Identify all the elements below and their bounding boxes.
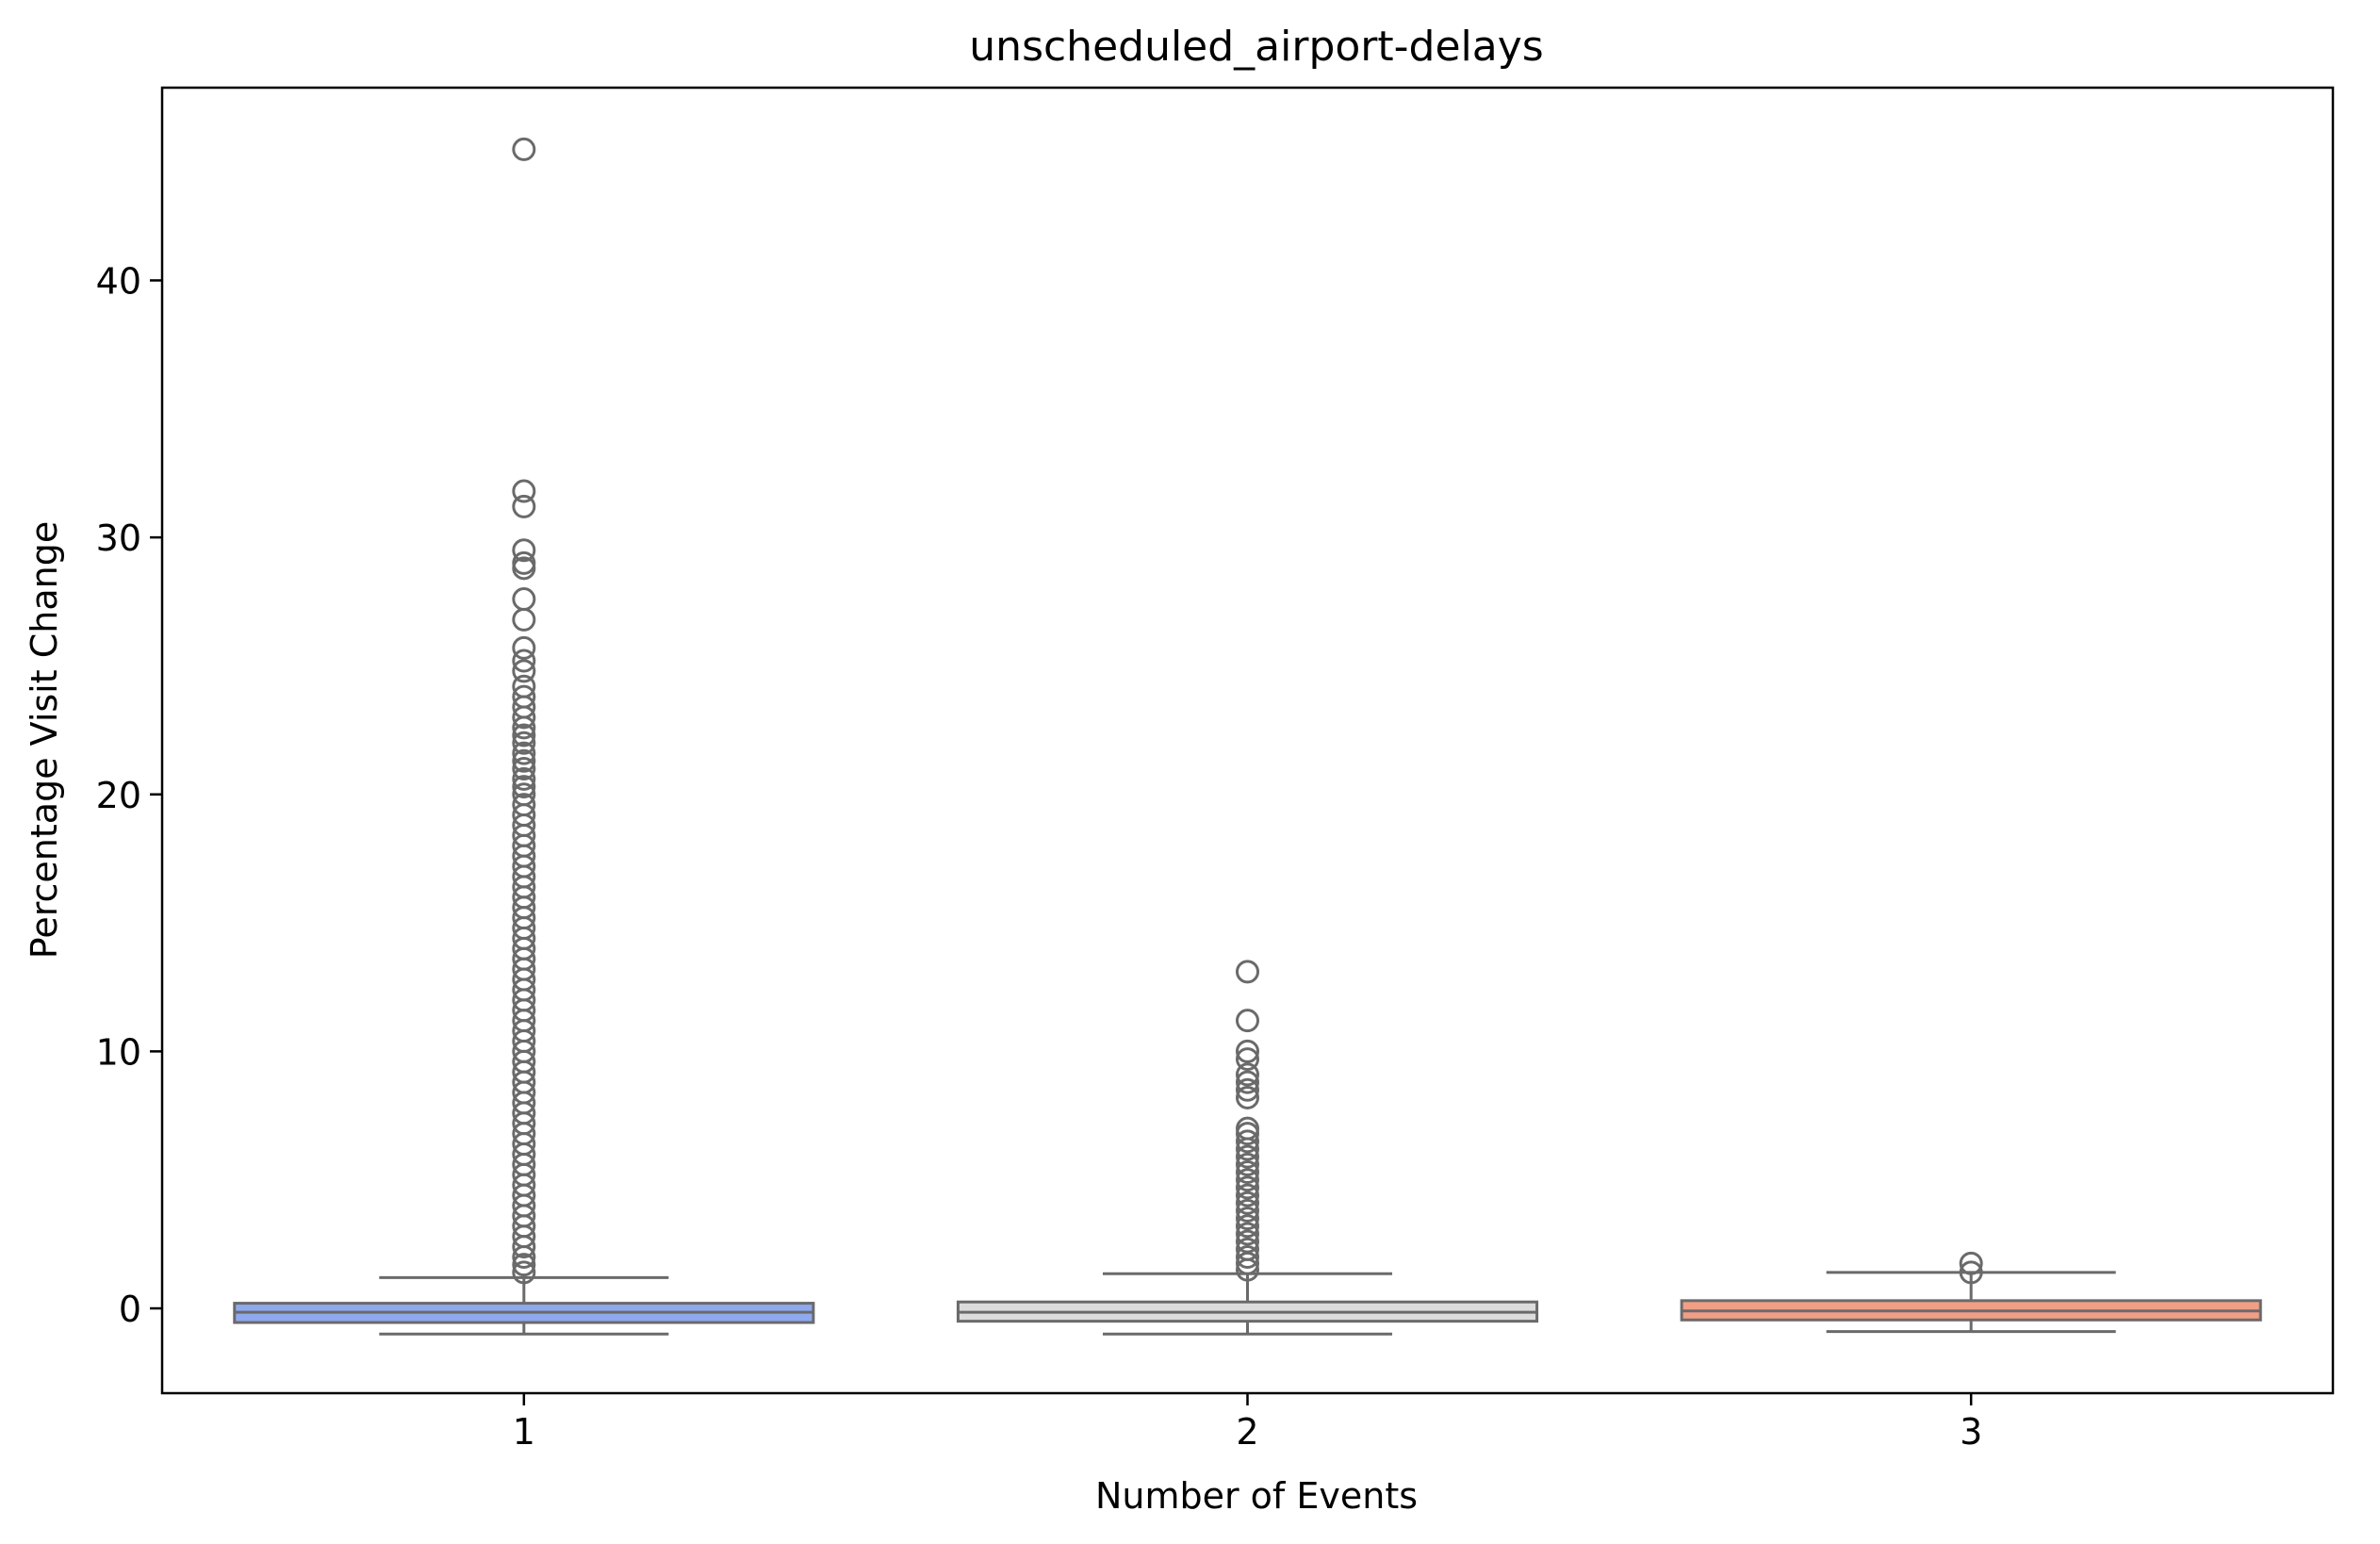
outlier-point — [1236, 1245, 1259, 1270]
outlier-point — [1236, 1214, 1259, 1239]
outlier-point — [512, 741, 536, 765]
outlier-point — [512, 538, 536, 563]
outlier-point — [1236, 1222, 1259, 1246]
plot-frame — [160, 86, 2335, 1395]
outlier-point — [1236, 1137, 1259, 1161]
outlier-point — [512, 775, 536, 799]
outlier-point — [512, 766, 536, 791]
chart-title: unscheduled_airport-delays — [969, 23, 1543, 71]
outlier-point — [512, 1253, 536, 1277]
x-tick-label: 3 — [1960, 1411, 1982, 1453]
y-axis: 0 10 20 30 40 — [96, 260, 162, 1330]
outlier-point — [1236, 1070, 1259, 1094]
outlier-point — [512, 756, 536, 780]
outlier-point — [1236, 1207, 1259, 1231]
outlier-point — [1236, 1191, 1259, 1215]
outlier-point — [1236, 1175, 1259, 1200]
outlier-point — [1236, 1122, 1259, 1146]
outlier-point — [512, 550, 536, 575]
y-tick-label: 10 — [96, 1031, 141, 1073]
outlier-point — [512, 587, 536, 612]
outlier-point — [1236, 1129, 1259, 1154]
x-tick-label: 1 — [513, 1411, 535, 1453]
outlier-point — [512, 1260, 536, 1285]
outlier-point — [1959, 1251, 1983, 1275]
boxes-layer — [233, 137, 2262, 1336]
box-group-2 — [956, 960, 1539, 1336]
outlier-point — [512, 731, 536, 755]
outlier-point — [512, 635, 536, 660]
y-tick-label: 0 — [119, 1289, 141, 1330]
outlier-point — [512, 705, 536, 730]
outlier-point — [1959, 1260, 1983, 1285]
y-tick-label: 30 — [96, 517, 141, 559]
outlier-point — [512, 649, 536, 673]
outlier-point — [1236, 1085, 1259, 1109]
outlier-point — [1236, 1077, 1259, 1102]
outlier-point — [512, 479, 536, 503]
outlier-point — [1236, 1047, 1259, 1072]
outlier-point — [512, 715, 536, 740]
outlier-point — [512, 659, 536, 683]
box-group-1 — [233, 137, 815, 1336]
outlier-point — [1236, 1251, 1259, 1275]
outlier-point — [512, 748, 536, 773]
x-axis: 1 2 3 — [513, 1393, 1982, 1453]
outlier-point — [512, 556, 536, 581]
box-group-3 — [1680, 1251, 2262, 1334]
outlier-point — [1236, 1183, 1259, 1207]
outlier-point — [1236, 960, 1259, 984]
outlier-point — [512, 607, 536, 632]
outlier-point — [1236, 1168, 1259, 1192]
outlier-point — [512, 137, 536, 161]
outlier-point — [512, 723, 536, 747]
y-tick-label: 20 — [96, 775, 141, 816]
outlier-point — [512, 494, 536, 518]
x-axis-label: Number of Events — [1095, 1475, 1418, 1517]
y-tick-label: 40 — [96, 260, 141, 302]
outlier-point — [1236, 1009, 1259, 1033]
outlier-point — [1236, 1039, 1259, 1063]
x-tick-label: 2 — [1236, 1411, 1258, 1453]
outlier-point — [1236, 1144, 1259, 1169]
outlier-point — [512, 1235, 536, 1259]
y-axis-label: Percentage Visit Change — [24, 521, 65, 959]
outlier-point — [1236, 1198, 1259, 1223]
outlier-point — [512, 1245, 536, 1270]
outlier-point — [1236, 1257, 1259, 1282]
outlier-point — [1236, 1062, 1259, 1087]
outlier-point — [1236, 1152, 1259, 1176]
outlier-point — [1236, 1160, 1259, 1185]
